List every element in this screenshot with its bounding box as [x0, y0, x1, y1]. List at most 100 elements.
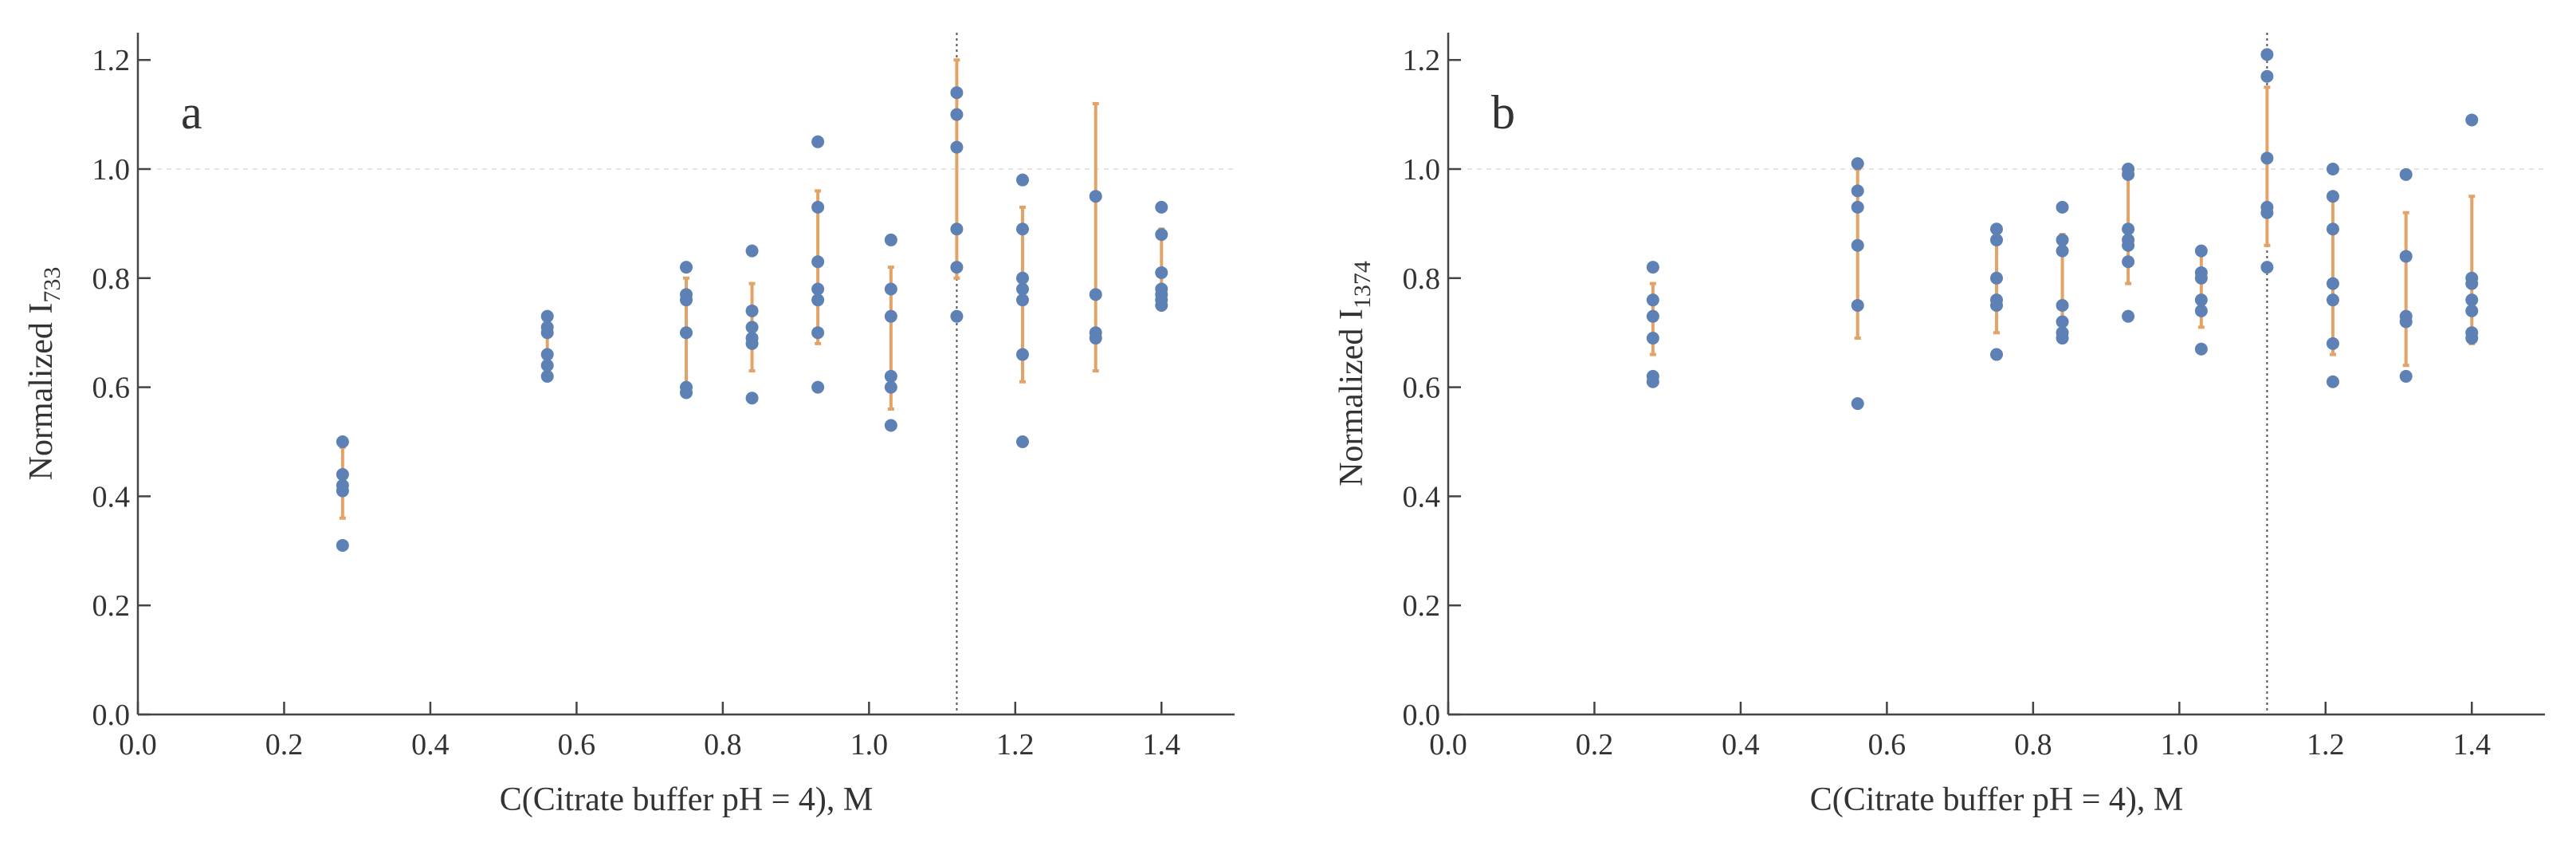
point — [2260, 48, 2274, 61]
point — [2056, 244, 2069, 258]
point — [950, 140, 964, 154]
x-tick-label: 0.0 — [1429, 728, 1467, 762]
point — [540, 326, 554, 340]
point — [2465, 293, 2479, 307]
y-axis-label-main: Normalized I — [1333, 309, 1370, 486]
point — [2399, 250, 2413, 263]
error-bar — [2402, 211, 2409, 368]
x-tick-label: 0.2 — [265, 728, 304, 762]
point — [950, 222, 964, 236]
x-tick-label: 0.8 — [704, 728, 742, 762]
point — [2399, 315, 2413, 329]
y-tick-label: 0.6 — [1403, 372, 1441, 405]
point — [336, 435, 349, 448]
point — [1646, 293, 1659, 307]
point — [1990, 222, 2003, 236]
error-bar — [2264, 85, 2271, 247]
point — [2056, 200, 2069, 214]
point — [884, 309, 897, 323]
point — [336, 484, 349, 498]
point — [2326, 277, 2339, 290]
point — [2122, 222, 2135, 236]
point — [1015, 348, 1029, 361]
point — [950, 108, 964, 121]
panel-label: b — [1491, 86, 1515, 139]
point — [884, 282, 897, 296]
y-axis-label-main: Normalized I — [23, 303, 60, 481]
point — [2326, 293, 2339, 307]
point — [2194, 271, 2208, 285]
point — [950, 261, 964, 274]
point — [811, 293, 825, 307]
point — [680, 326, 693, 340]
point — [811, 135, 825, 148]
point — [950, 86, 964, 100]
point — [1155, 299, 1168, 312]
y-tick-label: 1.2 — [1403, 44, 1441, 77]
point — [2399, 167, 2413, 181]
point — [1851, 299, 1864, 312]
y-tick-label: 0.8 — [92, 262, 131, 296]
point — [2465, 113, 2479, 127]
point — [811, 380, 825, 394]
point — [1646, 375, 1659, 388]
point — [2326, 163, 2339, 175]
point — [2260, 152, 2274, 165]
point — [1990, 233, 2003, 246]
point — [1851, 397, 1864, 411]
point — [1089, 190, 1102, 203]
x-tick-label: 0.6 — [1868, 728, 1906, 762]
point — [336, 538, 349, 552]
y-tick-label: 1.0 — [92, 153, 131, 187]
point — [2056, 299, 2069, 312]
point — [745, 337, 759, 350]
point — [811, 200, 825, 214]
point — [884, 369, 897, 383]
point — [745, 392, 759, 405]
y-tick-label: 0.8 — [1403, 262, 1441, 296]
x-tick-label: 0.4 — [1722, 728, 1760, 762]
point — [1990, 271, 2003, 285]
point — [2056, 332, 2069, 345]
point — [1990, 348, 2003, 361]
y-tick-label: 0.0 — [92, 699, 131, 732]
point — [2260, 206, 2274, 219]
point — [680, 261, 693, 274]
y-axis-label-subscript: 1374 — [1349, 261, 1376, 309]
panel: 0.0 0.2 0.4 0.6 0.8 1.0 1.2 1.4 0.0 0.2 0.4 0.6 0.8 1… — [1333, 33, 2545, 818]
point — [2399, 369, 2413, 383]
point — [884, 233, 897, 246]
point — [540, 359, 554, 372]
point — [1155, 200, 1168, 214]
error-bar — [1993, 238, 2000, 335]
y-tick-label: 1.2 — [92, 44, 131, 77]
point — [884, 419, 897, 432]
point — [2465, 277, 2479, 290]
y-tick-label: 0.2 — [92, 589, 131, 623]
point — [1155, 228, 1168, 242]
point — [1851, 157, 1864, 171]
error-bar — [2468, 195, 2476, 345]
point — [680, 293, 693, 307]
point — [745, 244, 759, 258]
point — [2194, 244, 2208, 258]
point — [2326, 222, 2339, 236]
point — [811, 326, 825, 340]
y-tick-label: 0.4 — [92, 480, 131, 514]
point — [336, 468, 349, 482]
x-tick-label: 1.2 — [996, 728, 1035, 762]
point — [2194, 293, 2208, 307]
point — [1851, 184, 1864, 198]
point — [2465, 332, 2479, 345]
point — [1990, 299, 2003, 312]
point — [745, 321, 759, 334]
y-axis-label-subscript: 733 — [39, 267, 65, 303]
point — [2122, 309, 2135, 323]
point — [2194, 304, 2208, 317]
point — [2326, 337, 2339, 350]
y-tick-label: 0.0 — [1403, 699, 1441, 732]
y-tick-label: 0.2 — [1403, 589, 1441, 623]
x-tick-label: 1.0 — [850, 728, 889, 762]
